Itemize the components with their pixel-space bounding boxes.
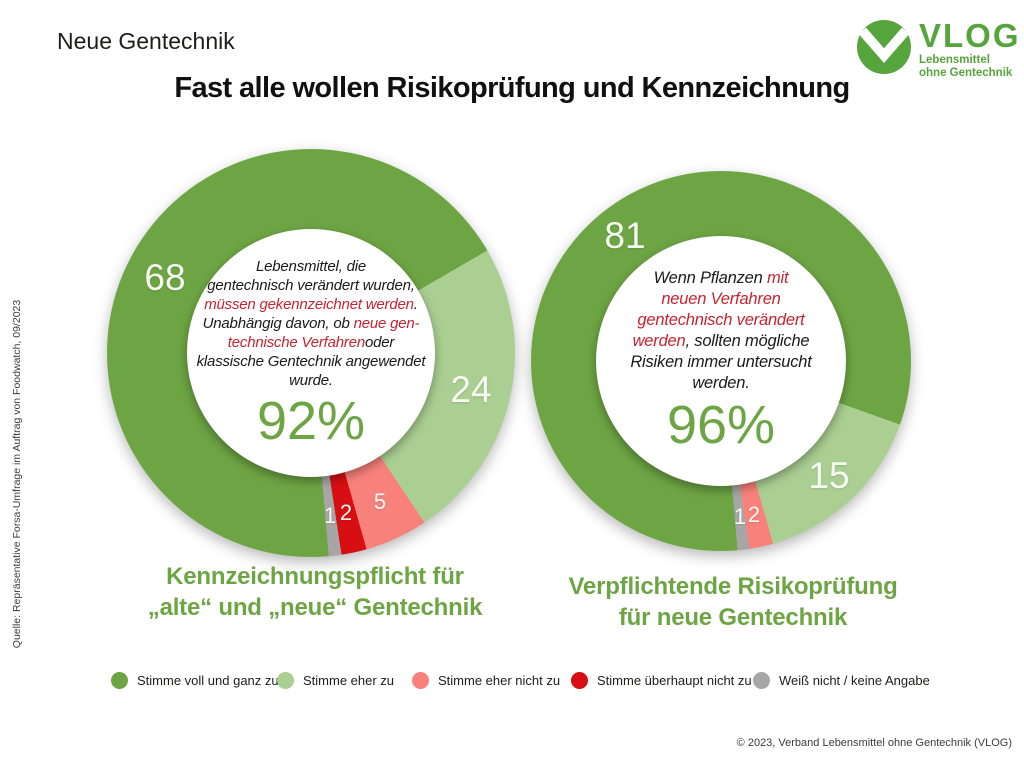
legend-label: Stimme voll und ganz zu: [137, 673, 279, 688]
donut-center-percent: 96%: [666, 395, 776, 455]
center-text-run: oder klassische Gentechnik angewendet wu…: [196, 333, 426, 389]
source-note: Quelle: Repräsentative Forsa-Umfrage im …: [11, 299, 23, 649]
segment-value-label: 15: [808, 455, 850, 496]
legend-dot-icon: [277, 672, 294, 689]
vlog-logo-tagline: Lebensmittel ohne Gentechnik: [919, 54, 1021, 80]
donut-center-text: Wenn Pflanzen mit neuen Verfahren gentec…: [600, 268, 842, 394]
center-text-run: neue gen- technische Verfahren: [227, 314, 420, 351]
segment-value-label: 81: [604, 215, 646, 256]
legend-label: Stimme überhaupt nicht zu: [597, 673, 752, 688]
donut-hole: Wenn Pflanzen mit neuen Verfahren gentec…: [596, 236, 846, 486]
legend-dot-icon: [753, 672, 770, 689]
vlog-tagline-line2: ohne Gentechnik: [919, 67, 1013, 79]
copyright-text: © 2023, Verband Lebensmittel ohne Gentec…: [736, 737, 1012, 749]
segment-value-label: 5: [373, 489, 387, 514]
segment-value-label: 1: [733, 504, 747, 529]
center-text-run: , sollten mögliche Risiken immer untersu…: [630, 332, 812, 392]
vlog-logo-text: VLOG Lebensmittel ohne Gentechnik: [919, 17, 1021, 80]
kicker-text: Neue Gentechnik: [57, 28, 235, 54]
page-title: Fast alle wollen Risikoprüfung und Kennz…: [174, 72, 850, 104]
chart-subtitle: Verpflichtende Risikoprüfung für neue Ge…: [568, 573, 898, 631]
legend-item: Stimme eher nicht zu: [412, 672, 560, 689]
vlog-logo: VLOG Lebensmittel ohne Gentechnik: [857, 17, 1021, 80]
vlog-logo-name: VLOG: [919, 17, 1021, 54]
legend-label: Weiß nicht / keine Angabe: [779, 673, 930, 688]
legend-item: Weiß nicht / keine Angabe: [753, 672, 930, 689]
donut-hole: Lebensmittel, die gentechnisch verändert…: [187, 229, 435, 477]
segment-value-label: 24: [450, 369, 492, 410]
center-text-run: Wenn Pflanzen: [653, 269, 767, 287]
center-text-run: Lebensmittel, die gentechnisch verändert…: [207, 257, 415, 294]
chart-subtitle: Kennzeichnungspflicht für „alte“ und „ne…: [147, 563, 483, 621]
center-text-run: müssen gekennzeichnet werden: [204, 295, 414, 313]
donut-center-percent: 92%: [256, 390, 366, 451]
segment-value-label: 1: [323, 503, 337, 528]
segment-value-label: 2: [339, 500, 353, 525]
legend-item: Stimme überhaupt nicht zu: [571, 672, 752, 689]
legend-dot-icon: [111, 672, 128, 689]
center-text-run: mit neuen Verfahren gentechnisch verände…: [632, 269, 805, 350]
segment-value-label: 68: [144, 257, 186, 298]
segment-value-label: 2: [747, 502, 761, 527]
legend-dot-icon: [571, 672, 588, 689]
vlog-tagline-line1: Lebensmittel: [919, 54, 990, 66]
legend-item: Stimme voll und ganz zu: [111, 672, 279, 689]
legend-dot-icon: [412, 672, 429, 689]
donut-center-text: Lebensmittel, die gentechnisch verändert…: [188, 257, 434, 390]
legend-label: Stimme eher zu: [303, 673, 395, 688]
center-text-run: . Unabhängig davon, ob: [202, 295, 418, 332]
legend-item: Stimme eher zu: [277, 672, 394, 689]
vlog-logo-icon: [857, 20, 911, 74]
legend-label: Stimme eher nicht zu: [438, 673, 561, 688]
